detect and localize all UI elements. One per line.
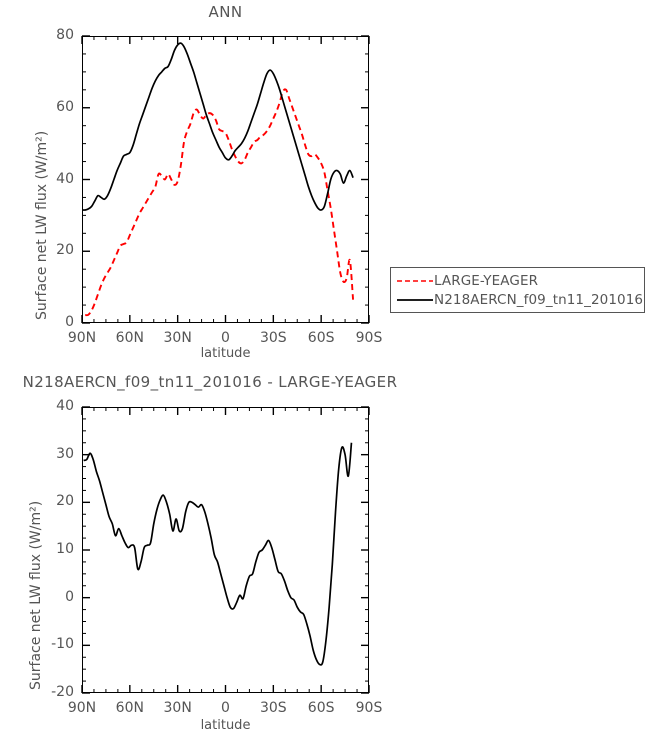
panel-bottom-xtick-5: 60S	[307, 700, 335, 716]
panel-top-series-1	[81, 42, 354, 211]
legend-swatch-solid-black	[397, 294, 433, 306]
panel-bottom-ytick-5: 30	[56, 445, 74, 462]
panel-top-canvas	[81, 35, 370, 324]
panel-bottom-ytick-1: -10	[51, 636, 74, 653]
panel-bottom-xtick-0: 90N	[67, 700, 97, 716]
panel-bottom-ytick-3: 10	[56, 541, 74, 557]
panel-bottom-ytick-6: 40	[56, 398, 74, 414]
panel-bottom-xtick-3: 0	[221, 700, 230, 716]
panel-top-ytick-1: 20	[56, 242, 74, 259]
panel-top-ytick-4: 80	[56, 27, 74, 43]
legend-row-0[interactable]: LARGE-YEAGER	[397, 272, 538, 290]
panel-bottom-title: N218AERCN_f09_tn11_201016 - LARGE-YEAGER	[22, 373, 398, 391]
panel-top: ANN Surface net LW flux (W/m²) latitude …	[0, 0, 650, 365]
panel-bottom-series-0	[83, 442, 353, 666]
legend-label-1: N218AERCN_f09_tn11_201016	[434, 292, 644, 308]
panel-bottom-xtick-1: 60N	[115, 700, 144, 716]
legend-label-0: LARGE-YEAGER	[434, 273, 539, 289]
panel-top-xlabel: latitude	[200, 346, 251, 361]
panel-bottom-xtick-4: 30S	[259, 700, 287, 716]
panel-top-ytick-2: 40	[56, 170, 74, 187]
panel-top-ytick-3: 60	[56, 98, 74, 115]
legend: LARGE-YEAGER N218AERCN_f09_tn11_201016	[390, 267, 645, 313]
panel-top-xtick-4: 30S	[259, 330, 287, 346]
panel-bottom-canvas	[81, 406, 370, 694]
panel-bottom-ytick-4: 20	[56, 493, 74, 510]
panel-top-series-0	[85, 88, 355, 317]
panel-bottom-xtick-6: 90S	[355, 700, 383, 716]
panel-top-xtick-2: 30N	[163, 330, 192, 346]
panel-bottom-ytick-0: -20	[51, 684, 74, 700]
panel-bottom-xtick-2: 30N	[163, 700, 192, 716]
panel-top-title: ANN	[208, 3, 243, 21]
panel-bottom-xlabel: latitude	[200, 718, 251, 733]
legend-swatch-dashed-red	[397, 275, 433, 287]
legend-row-1[interactable]: N218AERCN_f09_tn11_201016	[397, 291, 643, 309]
panel-top-xtick-1: 60N	[115, 330, 144, 346]
panel-top-xtick-5: 60S	[307, 330, 335, 346]
panel-bottom: N218AERCN_f09_tn11_201016 - LARGE-YEAGER…	[0, 365, 650, 744]
panel-top-xtick-3: 0	[221, 330, 230, 346]
panel-top-xtick-6: 90S	[355, 330, 383, 346]
panel-top-ytick-0: 0	[65, 314, 74, 330]
panel-bottom-ytick-2: 0	[65, 588, 74, 605]
panel-top-xtick-0: 90N	[67, 330, 97, 346]
